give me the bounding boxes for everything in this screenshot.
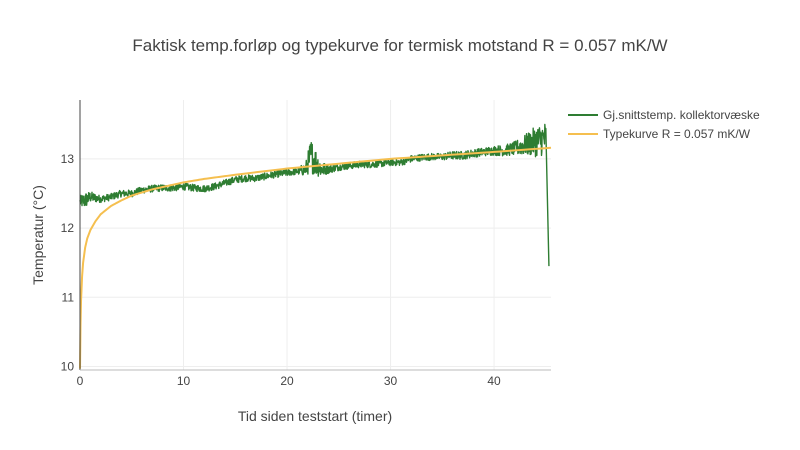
legend-label: Gj.snittstemp. kollektorvæske [603, 108, 760, 122]
y-tick-label: 13 [61, 152, 75, 166]
legend[interactable]: Gj.snittstemp. kollektorvæske Typekurve R… [568, 108, 760, 141]
series-line-typecurve [79, 146, 552, 369]
legend-label: Typekurve R = 0.057 mK/W [603, 127, 751, 141]
x-tick-label: 0 [77, 374, 84, 388]
x-tick-label: 10 [177, 374, 191, 388]
y-tick-label: 10 [61, 360, 75, 374]
x-tick-label: 40 [487, 374, 501, 388]
x-axis-title: Tid siden teststart (timer) [238, 408, 392, 424]
series-line-measured [79, 123, 550, 267]
y-tick-label: 11 [62, 290, 75, 304]
x-tick-label: 30 [384, 374, 398, 388]
chart-title: Faktisk temp.forløp og typekurve for ter… [132, 36, 667, 55]
x-tick-label: 20 [280, 374, 294, 388]
gridlines [80, 100, 551, 370]
y-axis-title: Temperatur (°C) [30, 185, 46, 285]
plot-area [79, 123, 552, 369]
legend-item-1[interactable]: Typekurve R = 0.057 mK/W [568, 127, 751, 141]
y-tick-label: 12 [61, 221, 75, 235]
legend-item-0[interactable]: Gj.snittstemp. kollektorvæske [568, 108, 760, 122]
